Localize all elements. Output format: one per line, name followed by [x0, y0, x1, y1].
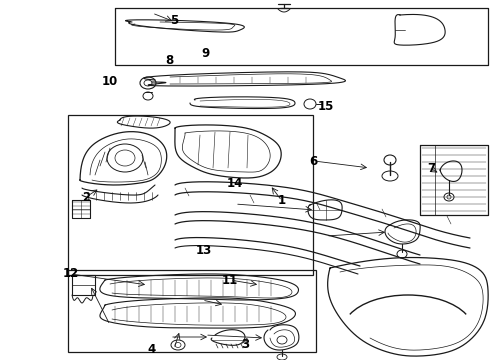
Text: 14: 14: [227, 177, 244, 190]
Text: 4: 4: [148, 343, 156, 356]
Text: 2: 2: [82, 191, 90, 204]
Text: 10: 10: [102, 75, 119, 87]
Text: 15: 15: [318, 100, 334, 113]
Text: 6: 6: [310, 155, 318, 168]
Bar: [68, 115, 313, 275]
Text: 12: 12: [63, 267, 79, 280]
Bar: [68, 270, 316, 352]
Text: 11: 11: [222, 274, 239, 287]
Text: 5: 5: [170, 14, 178, 27]
Text: 7: 7: [427, 162, 435, 175]
Text: 3: 3: [241, 338, 249, 351]
Text: 8: 8: [165, 54, 173, 67]
Text: 13: 13: [195, 244, 212, 257]
Text: 1: 1: [278, 194, 286, 207]
Text: 9: 9: [202, 47, 210, 60]
